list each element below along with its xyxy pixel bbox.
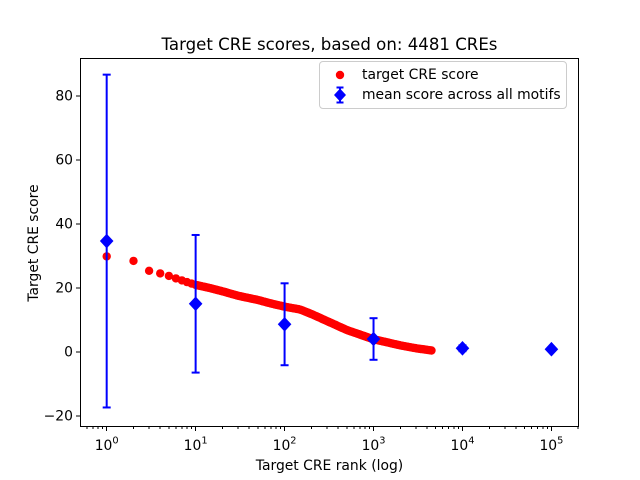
plot-border [80, 58, 579, 427]
chart-title: Target CRE scores, based on: 4481 CREs [161, 35, 498, 54]
blue-mean-diamond [544, 341, 559, 357]
blue-mean-diamond [455, 340, 470, 356]
x-tick-label: 101 [184, 436, 208, 455]
x-tick-label: 100 [95, 436, 119, 455]
y-tick-label: 80 [55, 89, 73, 105]
legend-label-target-cre-score: target CRE score [362, 67, 479, 83]
blue-mean-diamond [99, 233, 114, 249]
mean-score-diamonds [99, 233, 559, 357]
red-data-point [427, 346, 436, 355]
x-tick-label: 105 [539, 436, 563, 455]
y-tick-label: 60 [55, 153, 73, 169]
y-axis-ticks: −20 0 20 40 60 80 [44, 89, 80, 425]
x-axis-ticks: 100 101 102 103 104 105 [95, 427, 563, 455]
legend: target CRE score mean score across all m… [319, 61, 567, 109]
red-data-point [156, 269, 165, 278]
red-data-point [129, 256, 138, 266]
x-axis-label: Target CRE rank (log) [255, 458, 404, 474]
x-tick-label: 102 [273, 436, 297, 455]
legend-label-mean-score: mean score across all motifs [362, 87, 561, 103]
target-cre-score-series [102, 252, 436, 355]
red-circle-marker-icon [335, 70, 345, 80]
y-tick-label: −20 [44, 409, 73, 425]
blue-diamond-errorbar-marker-icon [334, 86, 346, 104]
blue-mean-diamond [188, 296, 203, 312]
x-axis-minor-ticks [86, 427, 579, 430]
red-data-point [144, 266, 154, 275]
x-tick-label: 103 [362, 436, 386, 455]
red-data-point [164, 271, 174, 281]
legend-item-target-cre-score: target CRE score [320, 65, 566, 85]
x-tick-label: 104 [451, 436, 475, 455]
y-axis-label: Target CRE score [26, 184, 42, 302]
blue-mean-diamond [366, 331, 381, 347]
y-tick-label: 40 [55, 217, 73, 233]
legend-item-mean-score: mean score across all motifs [320, 85, 566, 105]
blue-mean-diamond [277, 316, 292, 332]
mean-score-errorbars [102, 73, 556, 409]
y-tick-label: 0 [64, 345, 73, 361]
y-tick-label: 20 [55, 281, 73, 297]
